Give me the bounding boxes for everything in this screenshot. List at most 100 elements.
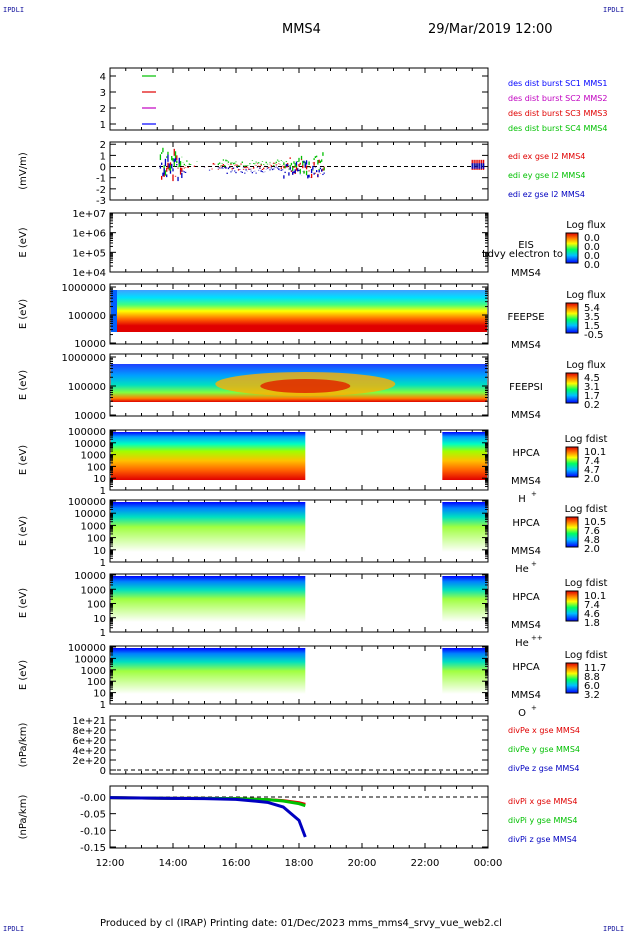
instrument-label: HPCA (512, 448, 540, 459)
spacecraft-label: MMS4 (511, 340, 541, 351)
colorbar-tick-label: 3.5 (584, 312, 600, 323)
y-tick-label: 10000 (74, 411, 106, 422)
instrument-label: HPCA (512, 662, 540, 673)
panel-feepse: 1000000 100000 10000 E (eV) FEEPSE MMS4 Log fl… (18, 283, 606, 351)
series-legend: divPi y gse MMS4 (508, 816, 577, 825)
panel-feepsi: 1000000 100000 10000 E (eV) FEEPSI MMS4 Log fl… (18, 353, 606, 422)
feepse-spectrogram (111, 290, 487, 332)
y-tick-label: -0.00 (80, 793, 106, 804)
y-tick-label: 10000 (74, 509, 106, 520)
colorbar (565, 516, 579, 548)
panel-burst: 4 3 2 1 des dist burst SC1 MMS1 des dist burs… (100, 67, 607, 133)
colorbar-tick-label: 2.0 (584, 474, 600, 485)
colorbar-tick-label: 7.4 (584, 600, 600, 611)
colorbar-title: Log flux (566, 220, 606, 231)
species-charge-label: + (531, 704, 537, 712)
y-tick-label: 1 (100, 628, 106, 639)
panel-divpi: -0.00 -0.05 -0.10 -0.15 (nPa/km) divPi x gse … (18, 785, 577, 854)
series-legend: edi ey gse l2 MMS4 (508, 171, 586, 180)
instrument-label: FEEPSI (509, 382, 543, 393)
series-legend: des dist burst SC4 MMS4 (508, 124, 607, 133)
colorbar-tick-label: 0.0 (584, 233, 600, 244)
species-label: He (515, 638, 529, 649)
colorbar-tick-label: 4.5 (584, 373, 600, 384)
colorbar-tick-label: 6.0 (584, 681, 600, 692)
colorbar-title: Log fdist (565, 434, 608, 445)
divpi-series-line (109, 796, 307, 838)
x-tick-label: 00:00 (474, 858, 503, 869)
species-charge-label: + (531, 560, 537, 568)
y-axis-label: E (eV) (18, 370, 29, 400)
colorbar-title: Log flux (566, 290, 606, 301)
y-tick-label: 1e+06 (72, 229, 106, 240)
series-legend: divPi z gse MMS4 (508, 835, 577, 844)
colorbar-tick-label: 0.2 (584, 400, 600, 411)
x-tick-label: 22:00 (411, 858, 440, 869)
y-tick-label: 4e+20 (72, 746, 106, 757)
y-tick-label: 1000000 (61, 353, 106, 364)
y-tick-label: 0 (100, 163, 106, 174)
series-legend: des dist burst SC2 MMS2 (508, 94, 607, 103)
series-legend: des dist burst SC1 MMS1 (508, 79, 607, 88)
panel-edi: 210-1-2-3 (mV/m) edi ex gse l2 MMS4 edi ey … (18, 140, 586, 207)
y-axis-label: (nPa/km) (18, 795, 29, 840)
series-legend: edi ez gse l2 MMS4 (508, 190, 585, 199)
y-tick-label: 1 (100, 120, 106, 131)
species-label: O (518, 708, 526, 719)
hpca-spectrogram-day (111, 648, 306, 694)
colorbar (565, 232, 579, 264)
y-tick-label: 8e+20 (72, 726, 106, 737)
colorbar-tick-label: 1.8 (584, 618, 600, 629)
spacecraft-label: MMS4 (511, 476, 541, 487)
y-tick-label: 100000 (68, 311, 106, 322)
x-tick-label: 14:00 (159, 858, 188, 869)
spacecraft-label: MMS4 (511, 268, 541, 279)
y-tick-label: 10 (93, 614, 106, 625)
colorbar (565, 446, 579, 478)
colorbar-tick-label: 10.1 (584, 591, 606, 602)
y-tick-label: 10000 (74, 654, 106, 665)
colorbar-tick-label: 4.8 (584, 535, 600, 546)
y-tick-label: 1000 (81, 666, 106, 677)
series-legend: divPe x gse MMS4 (508, 726, 580, 735)
species-charge-label: + (531, 490, 537, 498)
y-tick-label: 0 (100, 766, 106, 777)
instrument-label: HPCA (512, 592, 540, 603)
colorbar-tick-label: 10.5 (584, 517, 606, 528)
series-legend: edi ex gse l2 MMS4 (508, 152, 585, 161)
y-tick-label: 4 (100, 72, 106, 83)
y-tick-label: 1e+21 (72, 716, 106, 727)
y-tick-label: 1 (100, 486, 106, 497)
y-tick-label: -0.15 (80, 843, 106, 854)
colorbar-tick-label: -0.5 (584, 330, 604, 341)
y-tick-label: 100000 (68, 643, 106, 654)
colorbar (565, 662, 579, 694)
colorbar (565, 302, 579, 334)
y-tick-label: 3 (100, 88, 106, 99)
corner-label-top-left: IPDLI (3, 6, 25, 14)
panel-eis: 1e+07 1e+06 1e+05 1e+04 E (eV) EIS MMS4 Ldvy el… (18, 209, 606, 279)
y-tick-label: 2e+20 (72, 756, 106, 767)
corner-label-top-right: IPDLI (603, 6, 625, 14)
y-axis-label: E (eV) (18, 445, 29, 475)
colorbar-title: Log fdist (565, 504, 608, 515)
title-datetime: 29/Mar/2019 12:00 (428, 22, 553, 37)
colorbar-tick-label: 0.0 (584, 242, 600, 253)
y-tick-label: 1 (100, 700, 106, 711)
y-tick-label: -2 (96, 185, 106, 196)
x-tick-label: 20:00 (348, 858, 377, 869)
y-tick-label: 100000 (68, 382, 106, 393)
y-tick-label: 10000 (74, 571, 106, 582)
y-axis-label: E (eV) (18, 516, 29, 546)
y-axis-label: E (eV) (18, 588, 29, 618)
colorbar-tick-label: 3.1 (584, 382, 600, 393)
colorbar-tick-label: 7.6 (584, 526, 600, 537)
panel-hpca-he2: 10000 1000 100 10 1 E (eV) HPCA MMS4 He ++ Log fdi… (18, 571, 607, 649)
instrument-label: EIS (518, 240, 534, 251)
colorbar-tick-label: 4.6 (584, 609, 600, 620)
